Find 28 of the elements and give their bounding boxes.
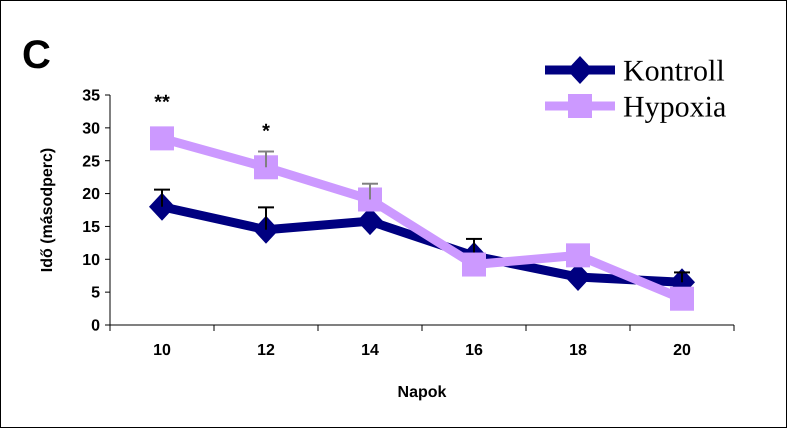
point bbox=[254, 155, 278, 180]
x-axis-title: Napok bbox=[398, 384, 447, 401]
annotation: ** bbox=[154, 91, 170, 114]
point bbox=[462, 252, 486, 277]
y-tick-label: 15 bbox=[82, 219, 100, 236]
chart-title: C bbox=[22, 33, 51, 77]
annotation: * bbox=[262, 120, 270, 143]
legend-label: Hypoxia bbox=[623, 90, 726, 124]
point bbox=[149, 192, 175, 221]
point bbox=[566, 243, 590, 268]
y-tick-label: 20 bbox=[82, 186, 100, 204]
y-tick-label: 0 bbox=[91, 318, 100, 335]
y-tick-label: 10 bbox=[82, 252, 100, 269]
point bbox=[670, 286, 694, 311]
x-tick-label: 10 bbox=[153, 342, 171, 359]
point bbox=[150, 126, 174, 150]
y-tick-label: 25 bbox=[82, 153, 100, 170]
x-tick-label: 12 bbox=[257, 342, 275, 359]
y-tick-label: 30 bbox=[82, 120, 100, 138]
x-tick-label: 16 bbox=[465, 342, 483, 359]
y-tick-label: 5 bbox=[91, 284, 100, 302]
legend-label: Kontroll bbox=[623, 54, 725, 88]
x-tick-label: 14 bbox=[361, 342, 379, 359]
y-tick-label: 35 bbox=[82, 88, 100, 105]
y-axis-title: Idő (másodperc) bbox=[39, 148, 56, 272]
x-tick-label: 20 bbox=[673, 342, 691, 359]
point bbox=[358, 187, 382, 212]
x-tick-label: 18 bbox=[569, 342, 587, 359]
